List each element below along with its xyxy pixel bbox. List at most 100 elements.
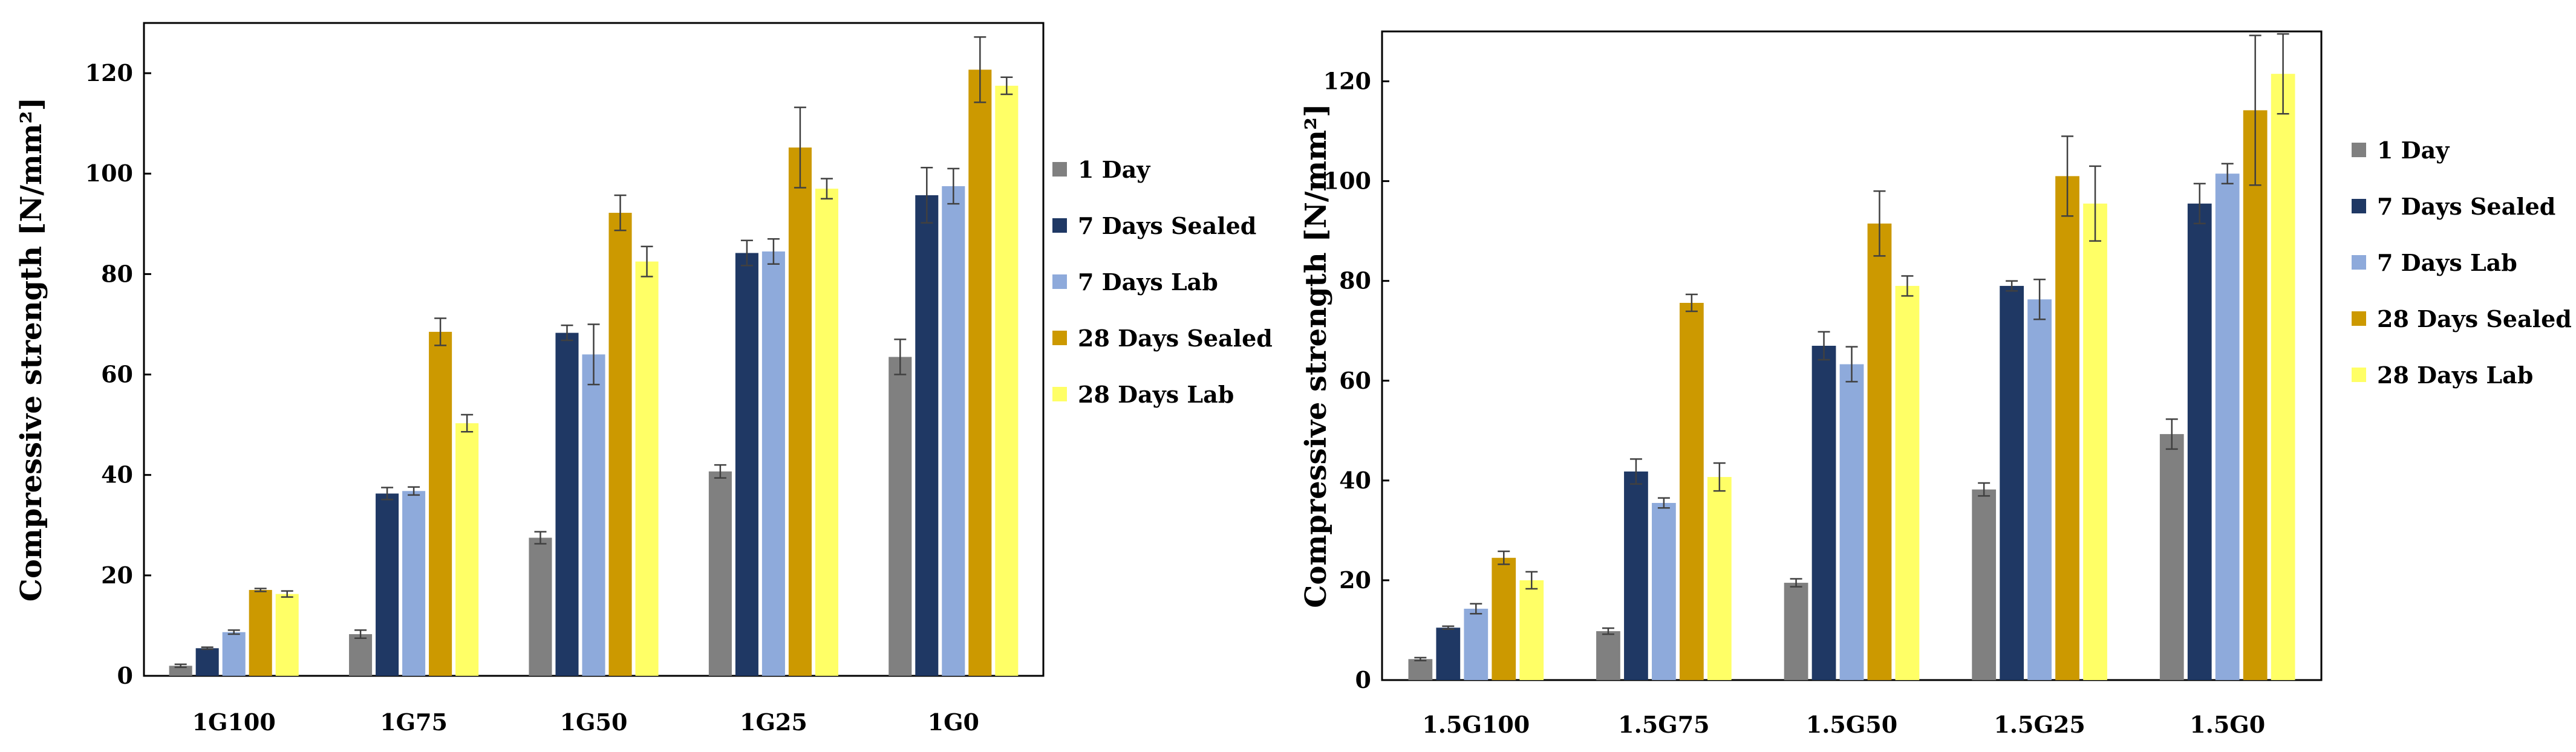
bar: [582, 354, 605, 676]
bar: [1839, 364, 1864, 680]
y-tick-label: 40: [101, 461, 133, 488]
bar: [1707, 477, 1732, 680]
y-tick-label: 80: [1339, 267, 1371, 294]
bar: [349, 634, 373, 676]
bar: [1784, 583, 1808, 680]
y-tick-label: 40: [1339, 467, 1371, 494]
bar: [1436, 627, 1461, 680]
x-tick-label: 1.5G25: [1994, 711, 2085, 738]
legend-swatch: [2352, 199, 2366, 213]
legend-swatch: [1052, 162, 1067, 177]
bar: [555, 332, 579, 676]
bar: [1652, 502, 1676, 680]
legend-swatch: [1052, 331, 1067, 345]
legend-label: 7 Days Sealed: [1078, 212, 1256, 239]
y-tick-label: 120: [85, 59, 133, 86]
bar: [2271, 74, 2295, 680]
bar: [2055, 176, 2079, 680]
bar: [2159, 434, 2184, 680]
x-tick-label: 1G0: [928, 708, 979, 736]
bar: [376, 493, 399, 676]
bar: [402, 491, 426, 676]
bar: [968, 70, 992, 676]
bar: [1624, 471, 1648, 680]
bar: [1596, 631, 1620, 680]
legend-swatch: [1052, 274, 1067, 289]
bar: [1895, 285, 1920, 680]
bar: [1464, 608, 1489, 680]
legend-swatch: [2352, 311, 2366, 326]
bar: [222, 632, 246, 676]
bar: [2083, 203, 2107, 680]
bar: [169, 666, 192, 676]
bar: [995, 85, 1019, 676]
bar: [735, 253, 758, 676]
legend: 1 Day 7 Days Sealed 7 Days Lab 28 Days Seal…: [1052, 156, 1273, 408]
legend-swatch: [1052, 218, 1067, 233]
bar: [455, 423, 479, 676]
legend-label: 1 Day: [2377, 137, 2450, 164]
bar: [1811, 345, 1836, 680]
legend-label: 28 Days Sealed: [1078, 325, 1273, 352]
bar: [635, 261, 659, 676]
y-tick-label: 0: [117, 662, 133, 689]
chart-2: 0 20 40 60 80 100 120 Compressive strength [N/m…: [1299, 30, 2572, 738]
y-tick-label: 100: [85, 160, 133, 187]
bar: [2000, 285, 2024, 680]
x-tick-label: 1.5G100: [1422, 711, 1530, 738]
bar: [275, 594, 299, 676]
bar: [2215, 173, 2240, 680]
bar: [608, 213, 632, 676]
legend-label: 28 Days Lab: [1078, 381, 1234, 408]
legend-label: 7 Days Lab: [1078, 268, 1218, 296]
y-tick-label: 120: [1323, 68, 1371, 95]
y-tick-label: 20: [1339, 566, 1371, 594]
bar: [915, 195, 939, 676]
bar: [942, 186, 965, 676]
bar: [1679, 303, 1704, 680]
y-tick-label: 60: [101, 361, 133, 388]
x-tick-label: 1G100: [192, 708, 276, 736]
y-tick-label: 60: [1339, 367, 1371, 394]
y-tick-label: 80: [101, 260, 133, 287]
x-tick-label: 1.5G75: [1618, 711, 1709, 738]
bar: [429, 331, 452, 676]
legend-label: 7 Days Lab: [2377, 249, 2517, 276]
x-tick-label: 1G75: [380, 708, 448, 736]
legend-label: 1 Day: [1078, 156, 1150, 183]
bar: [708, 471, 732, 676]
bar: [1492, 557, 1516, 680]
bar: [2243, 110, 2268, 680]
bar: [815, 189, 838, 676]
y-axis-label: Compressive strength [N/mm²]: [1299, 103, 1333, 608]
bar: [1972, 489, 1997, 680]
y-tick-label: 20: [101, 562, 133, 589]
bar: [1408, 659, 1433, 680]
bar: [1519, 580, 1544, 680]
legend-label: 28 Days Lab: [2377, 361, 2533, 389]
legend-swatch: [1052, 387, 1067, 401]
y-tick-label: 100: [1323, 167, 1371, 195]
bar: [249, 589, 272, 676]
bar: [1867, 223, 1892, 680]
legend-swatch: [2352, 143, 2366, 157]
legend-swatch: [2352, 368, 2366, 382]
x-tick-label: 1.5G0: [2190, 711, 2265, 738]
y-tick-label: 0: [1355, 666, 1371, 693]
legend-swatch: [2352, 255, 2366, 270]
chart-1: 0 20 40 60 80 100 120 Compressive strength [N/m…: [15, 22, 1273, 736]
legend: 1 Day 7 Days Sealed 7 Days Lab 28 Days Seal…: [2352, 137, 2572, 389]
x-tick-label: 1.5G50: [1806, 711, 1897, 738]
legend-label: 28 Days Sealed: [2377, 305, 2572, 332]
x-tick-label: 1G25: [740, 708, 807, 736]
x-tick-label: 1G50: [560, 708, 628, 736]
bar: [761, 251, 785, 676]
bar: [889, 357, 912, 676]
legend-label: 7 Days Sealed: [2377, 193, 2555, 220]
bar: [788, 147, 812, 676]
y-axis-label: Compressive strength [N/mm²]: [15, 97, 48, 602]
bar: [529, 537, 552, 676]
bar: [2187, 203, 2212, 680]
bar: [195, 648, 219, 676]
